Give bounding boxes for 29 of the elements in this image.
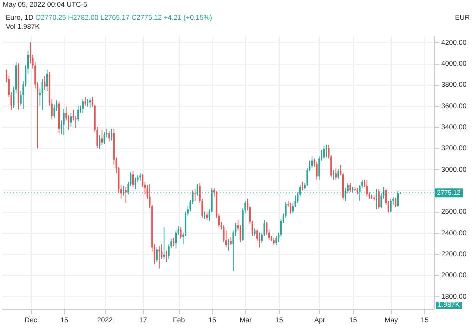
candlestick xyxy=(194,189,196,202)
candlestick xyxy=(395,197,397,208)
candlestick xyxy=(323,146,326,160)
candlestick xyxy=(44,76,46,90)
candlestick xyxy=(70,112,72,128)
candlestick xyxy=(99,135,101,150)
candlestick xyxy=(316,162,318,180)
candlestick xyxy=(132,171,134,188)
candlestick xyxy=(156,247,158,263)
candlestick xyxy=(180,227,182,240)
candlestick xyxy=(101,130,104,146)
candlestick xyxy=(78,105,80,122)
candlestick xyxy=(63,108,65,136)
candlestick xyxy=(46,69,48,92)
candlestick xyxy=(390,198,392,214)
candlestick xyxy=(42,78,44,110)
candlestick xyxy=(84,96,86,106)
candlestick xyxy=(258,232,261,248)
candlestick xyxy=(54,104,56,119)
candlestick xyxy=(276,236,278,246)
candlestick xyxy=(158,246,160,270)
candlestick xyxy=(378,189,380,210)
candlestick xyxy=(338,168,340,180)
candlestick xyxy=(350,182,352,194)
candlestick xyxy=(104,132,106,144)
candlestick xyxy=(175,230,178,250)
candlestick xyxy=(82,99,84,114)
candlestick xyxy=(376,189,378,210)
candlestick xyxy=(335,168,337,180)
